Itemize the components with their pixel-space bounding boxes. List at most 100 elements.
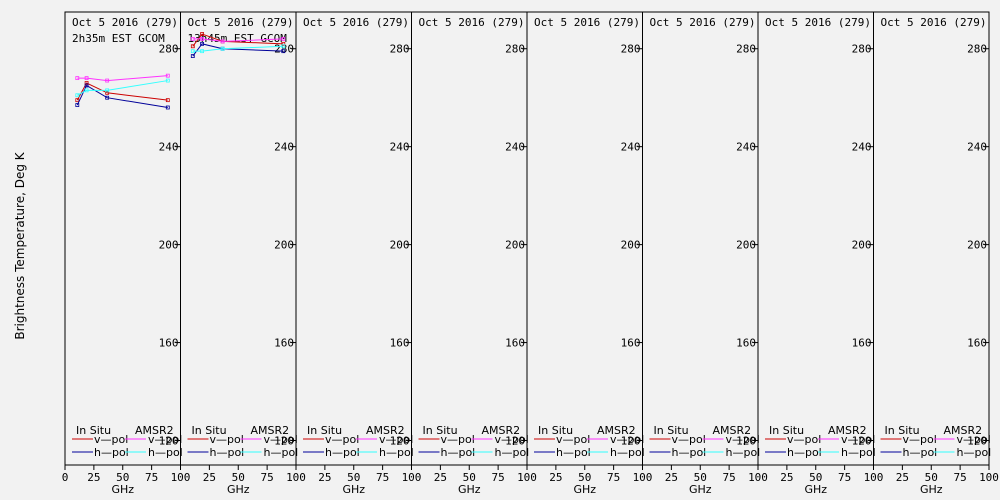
legend-title-insitu: In Situ [654,424,689,437]
x-tick-label: 25 [549,471,562,484]
legend-label-amsr2-h: h—pol [957,446,992,459]
data-point [75,76,80,81]
x-tick-label: 50 [116,471,129,484]
panels-group: Oct 5 2016 (279) 2h35m EST GCOM 120 160 200 2… [62,11,999,496]
panel-2: Oct 5 2016 (279) 13h45m EST GCOM 120 160 200… [180,11,306,496]
data-point [105,90,110,95]
legend-label-insitu-v: v—pol [94,433,128,446]
legend-label-insitu-v: v—pol [556,433,590,446]
panel-title: Oct 5 2016 (279) [303,16,409,29]
data-point [281,49,286,54]
data-point [281,41,286,46]
data-point [105,88,110,93]
legend-title-amsr2: AMSR2 [944,424,983,437]
data-point [84,76,89,81]
x-axis-label: GHz [689,483,712,496]
x-axis-label: GHz [458,483,481,496]
x-tick-label: 50 [925,471,938,484]
data-point [75,103,80,107]
data-point [190,37,195,41]
panel-title: Oct 5 2016 (279) [72,16,178,29]
y-tick-label: 120 [621,435,641,448]
y-tick-label: 120 [159,435,179,448]
series-line [192,38,284,42]
legend-title-insitu: In Situ [769,424,804,437]
legend-label-insitu-h: h—pol [94,446,129,459]
panel-title: Oct 5 2016 (279) [534,16,640,29]
data-point [105,95,110,100]
panel-4: Oct 5 2016 (279) 120 160 200 240 280 25 50 75 100… [411,11,537,496]
panel-title: Oct 5 2016 (279) [419,16,525,29]
legend-label-amsr2-h: h—pol [610,446,645,459]
y-tick-label: 200 [274,239,294,252]
x-tick-label: 100 [979,471,999,484]
y-tick-label: 240 [274,141,294,154]
legend-label-amsr2-v: v—pol [726,433,760,446]
x-tick-label: 50 [694,471,707,484]
x-tick-label: 75 [723,471,736,484]
panel-7: Oct 5 2016 (279) 120 160 200 240 280 25 50 75 100… [757,11,884,496]
data-point [190,44,195,49]
legend-label-amsr2-v: v—pol [148,433,182,446]
x-tick-label: 100 [748,471,768,484]
panel-title: Oct 5 2016 (279) [650,16,756,29]
data-point [165,73,170,78]
legend-label-amsr2-v: v—pol [841,433,875,446]
panel-3: Oct 5 2016 (279) 120 160 200 240 280 25 50 75 100… [295,11,422,496]
y-tick-label: 280 [159,43,179,56]
data-point [281,37,286,41]
x-tick-label: 25 [318,471,331,484]
x-tick-label: 100 [517,471,537,484]
panel-title: Oct 5 2016 (279) [188,16,294,29]
data-point [220,46,225,51]
y-tick-label: 120 [390,435,410,448]
x-tick-label: 100 [171,471,191,484]
y-tick-label: 200 [736,239,756,252]
x-axis-label: GHz [573,483,596,496]
legend-label-amsr2-v: v—pol [264,433,298,446]
x-axis-label: GHz [111,483,134,496]
y-tick-label: 280 [967,43,987,56]
legend-label-amsr2-h: h—pol [264,446,299,459]
data-point [200,37,204,41]
legend-label-amsr2-h: h—pol [148,446,183,459]
x-tick-label: 25 [434,471,447,484]
x-tick-label: 100 [402,471,422,484]
data-point [220,39,225,44]
legend-label-insitu-h: h—pol [903,446,938,459]
y-tick-label: 280 [736,43,756,56]
series-line [76,84,168,108]
legend-label-insitu-h: h—pol [556,446,591,459]
series-line [77,80,168,96]
legend-label-amsr2-h: h—pol [841,446,876,459]
legend-title-amsr2: AMSR2 [597,424,636,437]
legend-title-insitu: In Situ [885,424,920,437]
legend-label-insitu-h: h—pol [441,446,476,459]
x-tick-label: 0 [62,471,69,484]
legend-label-insitu-h: h—pol [325,446,360,459]
data-point [281,44,286,49]
data-point [165,105,170,110]
x-axis-label: GHz [227,483,250,496]
y-tick-label: 240 [852,141,872,154]
data-point [190,49,195,54]
x-tick-label: 25 [665,471,678,484]
legend-title-amsr2: AMSR2 [366,424,405,437]
x-tick-label: 50 [578,471,591,484]
panel-title: Oct 5 2016 (279) [765,16,871,29]
x-tick-label: 100 [633,471,653,484]
legend-label-amsr2-v: v—pol [610,433,644,446]
y-tick-label: 280 [852,43,872,56]
x-tick-label: 100 [864,471,884,484]
y-tick-label: 120 [274,435,294,448]
legend-title-insitu: In Situ [307,424,342,437]
legend-title-amsr2: AMSR2 [713,424,752,437]
y-tick-label: 120 [736,435,756,448]
series-line [192,45,284,52]
data-point [200,41,204,46]
legend-title-insitu: In Situ [538,424,573,437]
x-tick-label: 50 [347,471,360,484]
y-tick-label: 120 [505,435,525,448]
y-tick-label: 160 [274,337,294,350]
